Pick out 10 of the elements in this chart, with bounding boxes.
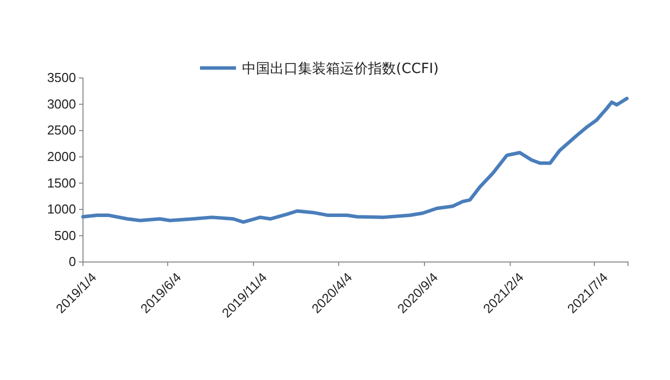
line-series xyxy=(81,96,629,224)
y-tick-label: 2000 xyxy=(47,149,76,164)
y-tick-label: 3000 xyxy=(47,96,76,112)
legend-label: 中国出口集装箱运价指数(CCFI) xyxy=(242,60,439,77)
y-tick-label: 0 xyxy=(68,254,76,270)
y-tick-label: 500 xyxy=(54,228,76,243)
y-tick-label: 2500 xyxy=(47,122,76,138)
y-tick-label: 1500 xyxy=(47,175,76,190)
y-tick-label: 3500 xyxy=(47,70,76,86)
y-tick-label: 1000 xyxy=(47,202,76,217)
